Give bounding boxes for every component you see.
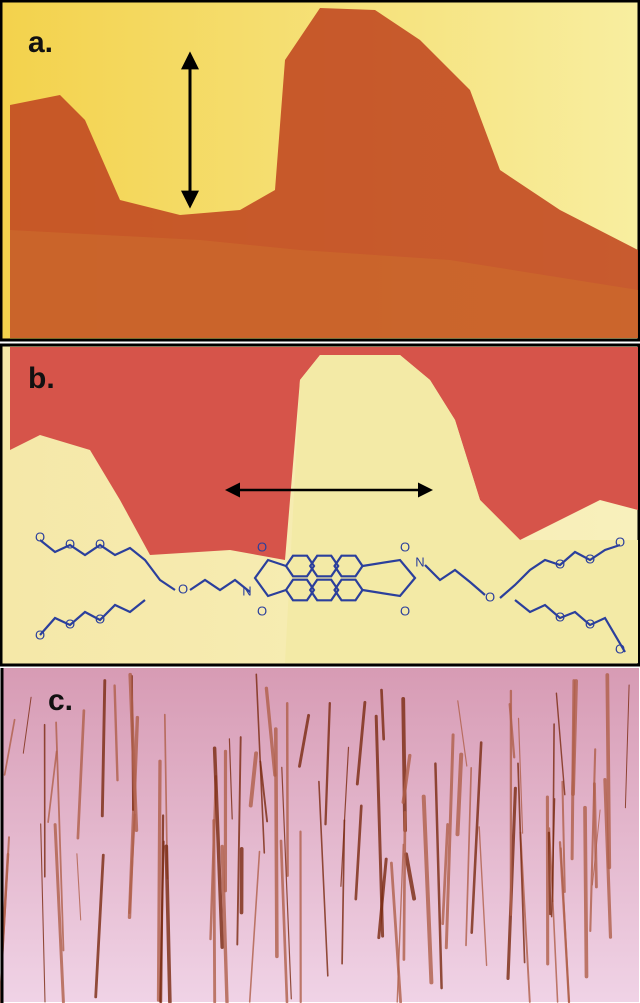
atom-label: O xyxy=(35,529,45,544)
atom-label: O xyxy=(95,536,105,551)
streak xyxy=(276,729,277,956)
atom-label: O xyxy=(615,534,625,549)
atom-label: O xyxy=(35,627,45,642)
atom-label: O xyxy=(485,589,495,604)
panel-c: c. xyxy=(0,668,639,1003)
streak xyxy=(403,699,405,830)
figure: a. OOOOOOONOOOONOOOOOOO b. c. xyxy=(0,0,640,1003)
panel-frame xyxy=(1,668,639,1002)
atom-label: O xyxy=(555,556,565,571)
streak xyxy=(549,833,550,915)
atom-label: O xyxy=(555,609,565,624)
atom-label: O xyxy=(95,611,105,626)
atom-label: O xyxy=(585,616,595,631)
atom-label: O xyxy=(178,581,188,596)
panel-label: b. xyxy=(28,362,55,395)
streak xyxy=(572,681,574,859)
atom-label: O xyxy=(257,603,267,618)
panel-a: a. xyxy=(1,1,639,340)
atom-label: O xyxy=(257,539,267,554)
panel-label: c. xyxy=(48,684,73,717)
streak xyxy=(585,808,587,977)
atom-label: O xyxy=(65,616,75,631)
atom-label: N xyxy=(415,554,424,569)
streak xyxy=(404,812,405,959)
atom-label: O xyxy=(585,551,595,566)
atom-label: O xyxy=(65,536,75,551)
atom-label: O xyxy=(400,539,410,554)
panel-label: a. xyxy=(28,26,53,59)
streak xyxy=(159,761,161,1000)
atom-label: N xyxy=(242,583,251,598)
atom-label: O xyxy=(400,603,410,618)
atom-label: O xyxy=(615,641,625,656)
streak xyxy=(594,784,596,887)
